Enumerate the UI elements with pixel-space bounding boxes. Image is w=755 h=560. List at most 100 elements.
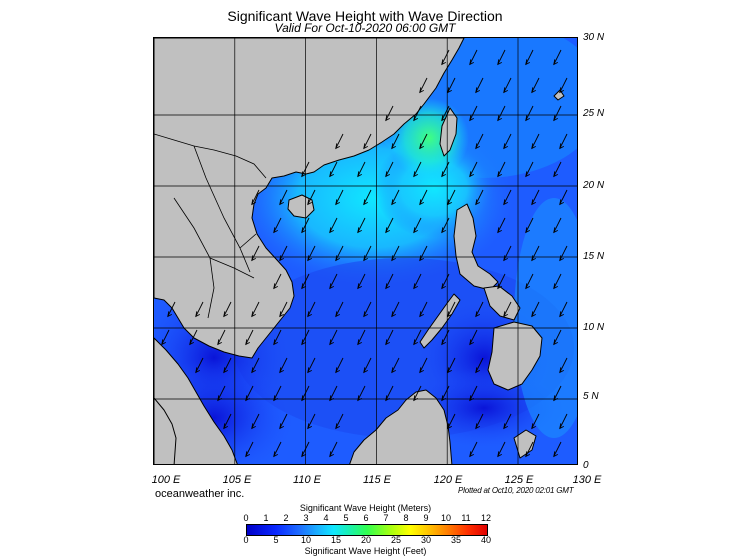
wave-arrow-head — [559, 367, 565, 374]
wave-arrow — [559, 133, 568, 149]
wave-arrow-head — [441, 59, 447, 66]
wave-arrow — [279, 357, 288, 373]
wave-arrow — [469, 441, 478, 457]
wave-arrow — [553, 385, 562, 401]
feet-tick: 30 — [420, 535, 431, 545]
wave-arrow-head — [503, 255, 509, 262]
hainan — [287, 194, 315, 219]
wave-arrow — [553, 329, 562, 345]
wave-arrow — [391, 357, 400, 373]
lat-label-15n: 15 N — [583, 251, 605, 262]
feet-tick: 0 — [243, 535, 249, 545]
wave-arrow — [447, 301, 456, 317]
mindanao — [487, 321, 543, 391]
wave-arrow-head — [301, 227, 307, 234]
wave-arrow — [223, 413, 232, 429]
wave-arrow — [363, 189, 372, 205]
meters-tick: 12 — [480, 513, 491, 523]
wave-arrow-head — [441, 115, 447, 122]
wave-arrow — [279, 301, 288, 317]
wave-arrow-head — [385, 395, 391, 402]
lon-label-100e: 100 E — [151, 474, 181, 486]
wave-arrow — [391, 133, 400, 149]
wave-arrow-head — [223, 423, 229, 430]
wave-arrow-head — [447, 367, 453, 374]
wave-arrow — [559, 77, 568, 93]
wave-arrow — [357, 217, 366, 233]
feet-tick: 25 — [390, 535, 401, 545]
wave-arrow — [385, 161, 394, 177]
wave-arrow-head — [335, 255, 341, 262]
wave-arrow — [469, 105, 478, 121]
wave-arrow-head — [301, 171, 307, 178]
wave-arrow — [497, 273, 506, 289]
wave-arrow — [559, 301, 568, 317]
wave-arrow-head — [531, 199, 537, 206]
wave-arrow-head — [195, 311, 201, 318]
wave-arrow-head — [363, 367, 369, 374]
wave-arrow-head — [273, 227, 279, 234]
wave-arrow — [335, 413, 344, 429]
wave-arrow — [363, 301, 372, 317]
wave-arrow-head — [503, 87, 509, 94]
luzon — [453, 203, 499, 291]
wave-arrow — [273, 441, 282, 457]
wave-arrow — [525, 105, 534, 121]
wave-arrow — [251, 357, 260, 373]
wave-arrow-head — [357, 171, 363, 178]
lat-label-0: 0 — [583, 460, 589, 471]
meters-tick: 11 — [461, 513, 471, 523]
wave-arrow — [301, 385, 310, 401]
wave-arrow-head — [469, 171, 475, 178]
wave-arrow — [441, 329, 450, 345]
wave-arrow — [419, 77, 428, 93]
wave-arrow-head — [223, 367, 229, 374]
wave-arrow — [391, 189, 400, 205]
wave-arrow — [357, 385, 366, 401]
wave-arrow — [447, 357, 456, 373]
wave-arrow — [301, 161, 310, 177]
lon-label-125e: 125 E — [504, 474, 534, 486]
wave-height-colorbar — [246, 524, 488, 536]
wave-arrow — [419, 189, 428, 205]
wave-arrow-head — [279, 311, 285, 318]
wave-arrow-head — [531, 87, 537, 94]
wave-arrow-head — [167, 311, 173, 318]
lon-label-120e: 120 E — [433, 474, 463, 486]
wave-arrow — [419, 133, 428, 149]
wave-arrow-head — [525, 59, 531, 66]
wave-arrow-head — [419, 143, 425, 150]
wave-arrow-head — [357, 227, 363, 234]
wave-arrow — [441, 385, 450, 401]
lat-label-10n: 10 N — [583, 322, 605, 333]
wave-arrow-head — [245, 339, 251, 346]
lat-label-25n: 25 N — [583, 108, 605, 119]
wave-arrow — [189, 329, 198, 345]
wave-arrow — [553, 273, 562, 289]
wave-arrow-head — [531, 255, 537, 262]
wave-arrow — [391, 245, 400, 261]
wave-arrow — [329, 273, 338, 289]
wave-arrow — [503, 133, 512, 149]
meters-tick: 10 — [440, 513, 451, 523]
wave-arrow-head — [307, 367, 313, 374]
wave-arrow — [559, 357, 568, 373]
wave-arrow — [307, 189, 316, 205]
wave-arrow-head — [553, 451, 559, 458]
wave-arrow — [385, 217, 394, 233]
wave-arrow-head — [469, 339, 475, 346]
colorbar-feet-title: Significant Wave Height (Feet) — [304, 546, 427, 556]
wave-arrow-head — [161, 339, 167, 346]
wave-arrow — [217, 329, 226, 345]
wave-arrow-head — [503, 199, 509, 206]
wave-arrow-head — [301, 339, 307, 346]
wave-arrow-head — [357, 395, 363, 402]
sulawesi-tip — [513, 429, 537, 459]
wave-arrow — [503, 301, 512, 317]
wave-arrow — [447, 77, 456, 93]
wave-arrow — [385, 105, 394, 121]
meters-tick: 0 — [243, 513, 249, 523]
wave-arrow — [301, 329, 310, 345]
wave-arrow — [525, 161, 534, 177]
wave-arrow — [413, 161, 422, 177]
